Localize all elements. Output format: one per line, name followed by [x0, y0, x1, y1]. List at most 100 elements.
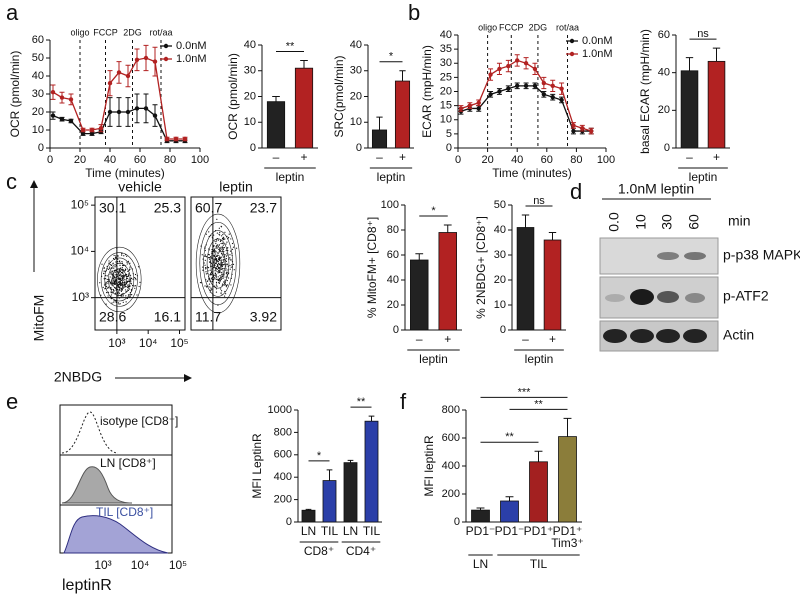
y-tick-label: 0: [500, 324, 506, 336]
event-dot: [219, 280, 222, 282]
event-dot: [220, 252, 223, 254]
event-dot: [208, 257, 210, 259]
event-dot: [127, 260, 130, 262]
point: [164, 136, 170, 142]
y-tick-label: 10: [32, 124, 44, 136]
event-dot: [118, 260, 121, 263]
event-dot: [221, 284, 223, 286]
event-dot: [230, 259, 232, 261]
event-dot: [220, 256, 223, 258]
event-dot: [213, 250, 215, 253]
event-dot: [123, 274, 125, 276]
y-tick-label: 10⁵: [71, 197, 89, 211]
event-dot: [134, 276, 136, 279]
group-label: leptin: [419, 352, 448, 366]
event-dot: [228, 236, 230, 239]
event-dot: [215, 240, 218, 242]
event-dot: [113, 281, 115, 283]
event-dot: [220, 290, 223, 292]
event-dot: [220, 271, 222, 274]
event-dot: [127, 289, 130, 291]
event-dot: [113, 278, 115, 280]
event-dot: [225, 276, 227, 278]
event-dot: [199, 281, 202, 284]
point: [107, 109, 113, 115]
event-dot: [128, 280, 130, 282]
event-dot: [136, 294, 138, 296]
quadrant-value: 3.92: [250, 309, 277, 325]
event-dot: [213, 249, 215, 252]
event-dot: [123, 277, 125, 279]
event-dot: [129, 295, 131, 297]
y-tick-label: 50: [494, 199, 506, 211]
group-label: leptin: [276, 170, 305, 184]
event-dot: [226, 241, 228, 243]
event-dot: [118, 271, 121, 273]
event-dot: [214, 274, 216, 277]
event-dot: [211, 266, 213, 268]
y-tick-label: 80: [387, 224, 399, 236]
event-dot: [128, 279, 130, 281]
point: [68, 118, 74, 124]
event-dot: [216, 247, 218, 249]
event-dot: [215, 258, 218, 260]
significance-label: **: [357, 396, 366, 408]
event-dot: [112, 262, 114, 264]
x-tick-label: 40: [104, 154, 116, 166]
point: [98, 126, 104, 131]
x-tick-label: PD1⁻: [495, 524, 525, 538]
panel-label: b: [408, 0, 420, 25]
point: [532, 66, 538, 72]
event-dot: [106, 282, 108, 284]
y-tick-label: 10: [440, 114, 452, 126]
series-line: [460, 59, 592, 132]
event-dot: [118, 292, 121, 294]
event-dot: [119, 270, 121, 272]
event-dot: [207, 266, 210, 269]
event-dot: [103, 272, 105, 275]
event-dot: [219, 268, 221, 270]
bar: [707, 60, 726, 149]
y-tick-label: 60: [32, 34, 44, 46]
event-dot: [216, 278, 218, 280]
legend-marker: [163, 56, 169, 62]
lane-unit: min: [728, 213, 751, 229]
hist-label: LN [CD8⁺]: [100, 456, 156, 470]
event-dot: [224, 284, 226, 286]
event-dot: [131, 284, 134, 287]
contour: [115, 273, 124, 286]
error-bar: [534, 450, 543, 462]
y-tick-label: 15: [440, 100, 452, 112]
event-dot: [209, 269, 211, 271]
error-bar: [272, 96, 280, 102]
point: [506, 86, 511, 91]
x-tick-label: –: [522, 332, 529, 346]
error-bar: [521, 214, 530, 228]
lane-label: 60: [686, 214, 702, 230]
contour: [111, 268, 127, 291]
event-dot: [215, 267, 218, 269]
event-dot: [119, 267, 122, 269]
error-bar: [712, 47, 721, 62]
event-dot: [127, 277, 129, 280]
event-dot: [129, 266, 131, 268]
event-dot: [230, 238, 232, 240]
event-dot: [219, 249, 221, 251]
event-dot: [214, 252, 216, 254]
event-dot: [120, 283, 122, 285]
event-dot: [134, 287, 136, 289]
event-dot: [218, 263, 221, 266]
event-dot: [208, 254, 210, 256]
y-tick-label: 0: [38, 142, 44, 154]
event-dot: [218, 277, 221, 280]
y-tick-label: 600: [442, 432, 460, 444]
event-dot: [119, 269, 121, 271]
bar: [543, 239, 562, 331]
event-dot: [117, 271, 119, 273]
event-dot: [219, 250, 222, 252]
event-dot: [220, 226, 223, 228]
event-dot: [111, 272, 113, 274]
event-dot: [119, 282, 121, 284]
y-tick-label: 50: [32, 52, 44, 64]
event-dot: [225, 269, 227, 271]
